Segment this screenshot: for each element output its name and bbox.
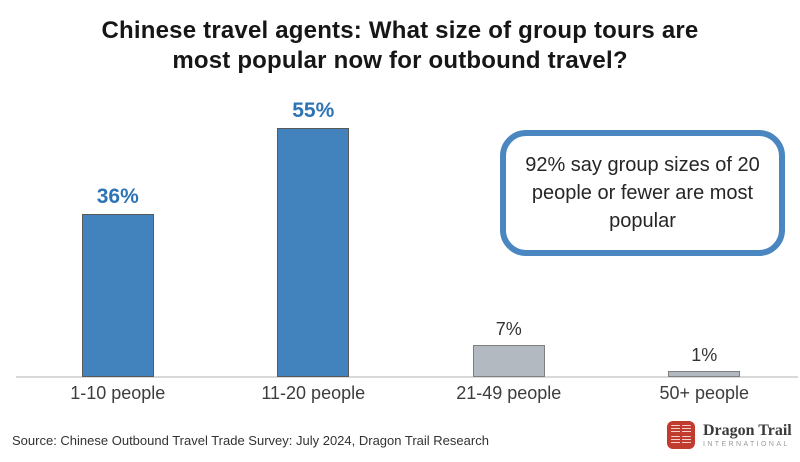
seal-glyph bbox=[671, 436, 680, 445]
bar-value-label: 36% bbox=[96, 185, 139, 209]
x-axis-line bbox=[16, 376, 798, 378]
bar-value-label: 55% bbox=[292, 99, 335, 122]
annotation-text: 92% say group sizes of 20 people or fewe… bbox=[525, 154, 760, 232]
seal-glyph bbox=[682, 436, 691, 445]
source-note: Source: Chinese Outbound Travel Trade Su… bbox=[12, 433, 489, 448]
seal-glyph bbox=[671, 425, 680, 434]
seal-glyph bbox=[682, 425, 691, 434]
dragon-trail-seal-icon bbox=[667, 421, 695, 449]
brand-name: Dragon Trail bbox=[703, 422, 792, 439]
bar bbox=[472, 345, 545, 377]
annotation-callout: 92% say group sizes of 20 people or fewe… bbox=[500, 130, 785, 256]
bar-value-label: 7% bbox=[495, 319, 522, 340]
bar-category-label: 50+ people bbox=[659, 383, 750, 403]
bar bbox=[668, 371, 741, 377]
bar-category-label: 21-49 people bbox=[456, 383, 562, 403]
bar-category-label: 11-20 people bbox=[261, 383, 366, 403]
bar bbox=[81, 214, 154, 377]
page-title-line-2: most popular now for outbound travel? bbox=[172, 47, 628, 74]
bar-chart: 36% 1-10 people 55% 11-20 people 7% 21-49 peo… bbox=[20, 99, 800, 410]
bar bbox=[277, 128, 350, 377]
bar-category-label: 1-10 people bbox=[70, 383, 166, 403]
bar-group: 55% 11-20 people bbox=[216, 99, 412, 410]
bar-group: 36% 1-10 people bbox=[20, 100, 216, 410]
bar-value-label: 1% bbox=[691, 345, 718, 365]
brand-logo: Dragon Trail INTERNATIONAL bbox=[667, 421, 792, 449]
bar-group: 1% 50+ people bbox=[607, 100, 800, 410]
brand-subtitle: INTERNATIONAL bbox=[703, 441, 790, 448]
page-title-line-1: Chinese travel agents: What size of grou… bbox=[101, 17, 699, 44]
brand-wordmark: Dragon Trail INTERNATIONAL bbox=[703, 422, 792, 448]
page-title: Chinese travel agents: What size of grou… bbox=[0, 16, 800, 76]
bar-group: 7% 21-49 people bbox=[411, 100, 607, 410]
